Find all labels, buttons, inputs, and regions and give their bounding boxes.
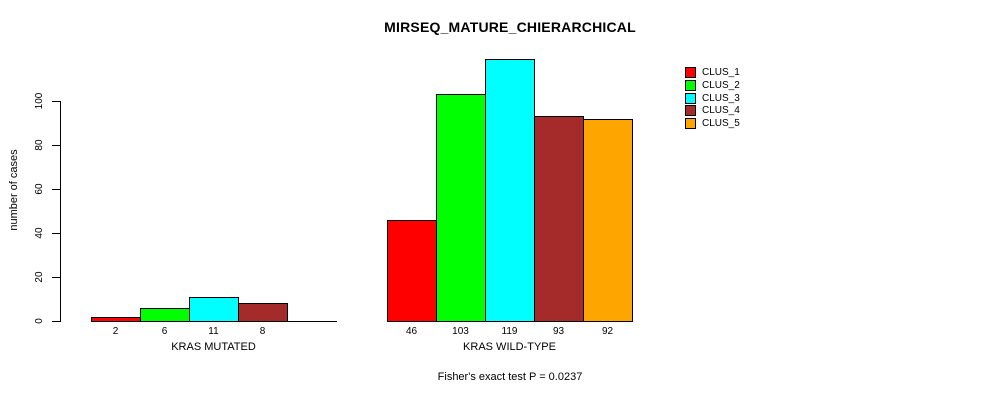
y-tick (52, 277, 60, 278)
y-tick-label: 100 (34, 92, 45, 110)
y-tick (52, 101, 60, 102)
bar-value-label: 2 (112, 326, 119, 337)
bar-value-label: 11 (208, 326, 219, 337)
bar-value-label: 119 (501, 326, 518, 337)
bar-value-label: 92 (601, 326, 614, 337)
chart-title: MIRSEQ_MATURE_CHIERARCHICAL (384, 19, 636, 35)
y-tick (52, 189, 60, 190)
y-tick-label: 20 (34, 271, 45, 283)
legend-label-clus_1: CLUS_1 (702, 67, 740, 78)
y-tick (52, 321, 60, 322)
y-tick-label: 40 (34, 227, 45, 239)
bar-clus_4-group2 (534, 116, 584, 322)
legend-swatch-clus_1 (685, 67, 696, 78)
bar-clus_4-group1 (238, 303, 288, 322)
legend-swatch-clus_2 (685, 80, 696, 91)
y-tick (52, 145, 60, 146)
y-tick-label: 80 (34, 139, 45, 151)
bar-clus_5-group2 (583, 119, 633, 322)
bar-clus_2-group2 (436, 94, 486, 322)
bar-clus_2-group1 (140, 308, 190, 322)
y-tick-label: 0 (34, 318, 45, 324)
legend-label-clus_5: CLUS_5 (702, 118, 740, 129)
y-axis-line (60, 101, 61, 322)
legend-label-clus_4: CLUS_4 (702, 105, 740, 116)
bar-clus_1-group2 (387, 220, 437, 322)
legend-swatch-clus_4 (685, 105, 696, 116)
bar-value-label: 93 (552, 326, 565, 337)
annotation-text: Fisher's exact test P = 0.0237 (437, 371, 583, 383)
category-label: KRAS MUTATED (171, 341, 256, 353)
bar-value-label: 46 (405, 326, 418, 337)
y-tick (52, 233, 60, 234)
legend-label-clus_3: CLUS_3 (702, 93, 740, 104)
bar-value-label: 103 (452, 326, 469, 337)
legend-swatch-clus_3 (685, 93, 696, 104)
bar-value-label: 6 (161, 326, 168, 337)
bar-clus_3-group2 (485, 59, 535, 322)
y-axis-label: number of cases (8, 149, 20, 231)
bar-value-label: 8 (259, 326, 266, 337)
legend-label-clus_2: CLUS_2 (702, 80, 740, 91)
category-label: KRAS WILD-TYPE (463, 341, 556, 353)
bar-clus_1-group1 (91, 317, 141, 322)
legend-swatch-clus_5 (685, 118, 696, 129)
bar-clus_3-group1 (189, 297, 239, 322)
y-tick-label: 60 (34, 183, 45, 195)
